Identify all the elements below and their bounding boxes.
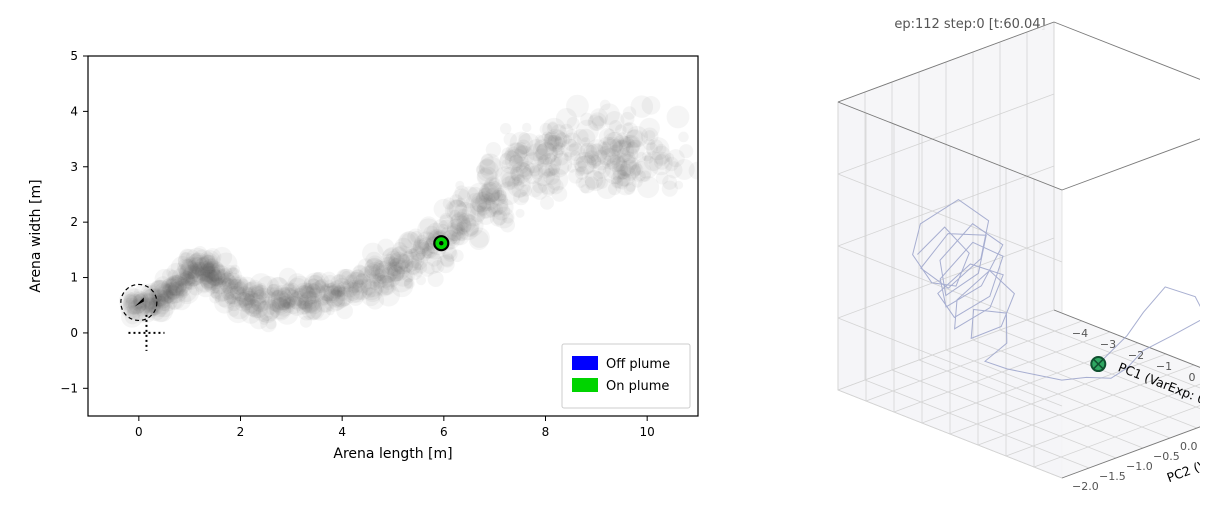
legend-label: Off plume (606, 357, 670, 372)
ytick-label: 3 (70, 160, 78, 174)
ytick-label: 2 (70, 215, 78, 229)
ytick-3d: −2.0 (1072, 480, 1099, 493)
xtick-label: 4 (338, 425, 346, 439)
xtick-label: 8 (542, 425, 550, 439)
ytick-label: 1 (70, 271, 78, 285)
ytick-label: 5 (70, 49, 78, 63)
ytick-label: 4 (70, 104, 78, 118)
xtick-3d: −4 (1072, 327, 1088, 340)
ytick-3d: −1.5 (1099, 470, 1126, 483)
xtick-label: 0 (135, 425, 143, 439)
x-axis-label: Arena length [m] (333, 446, 452, 462)
right-plot-title: ep:112 step:0 [t:60.04] (894, 17, 1045, 32)
xtick-3d: −1 (1156, 360, 1172, 373)
xtick-label: 10 (640, 425, 655, 439)
ytick-label: 0 (70, 326, 78, 340)
xtick-3d: −3 (1100, 338, 1116, 351)
y-axis-label: Arena width [m] (28, 179, 44, 292)
xtick-label: 6 (440, 425, 448, 439)
figure-root: 0 2 4 6 8 10 −1 0 1 2 3 4 5 Arena length [m] Arena wid… (0, 0, 1222, 512)
ytick-label: −1 (60, 381, 78, 395)
xtick-label: 2 (237, 425, 245, 439)
xtick-3d: −2 (1128, 349, 1144, 362)
ytick-3d: −0.5 (1153, 450, 1180, 463)
ytick-3d: 0.0 (1180, 440, 1198, 453)
arena-plot: 0 2 4 6 8 10 −1 0 1 2 3 4 5 Arena length [m] Arena wid… (18, 36, 728, 476)
legend: Off plume On plume (562, 344, 690, 408)
legend-label: On plume (606, 379, 669, 394)
ytick-3d: −1.0 (1126, 460, 1153, 473)
pca-3d-plot: ep:112 step:0 [t:60.04]−4−3−2−1012−2.0−1… (740, 10, 1200, 510)
xtick-3d: 0 (1189, 371, 1196, 384)
